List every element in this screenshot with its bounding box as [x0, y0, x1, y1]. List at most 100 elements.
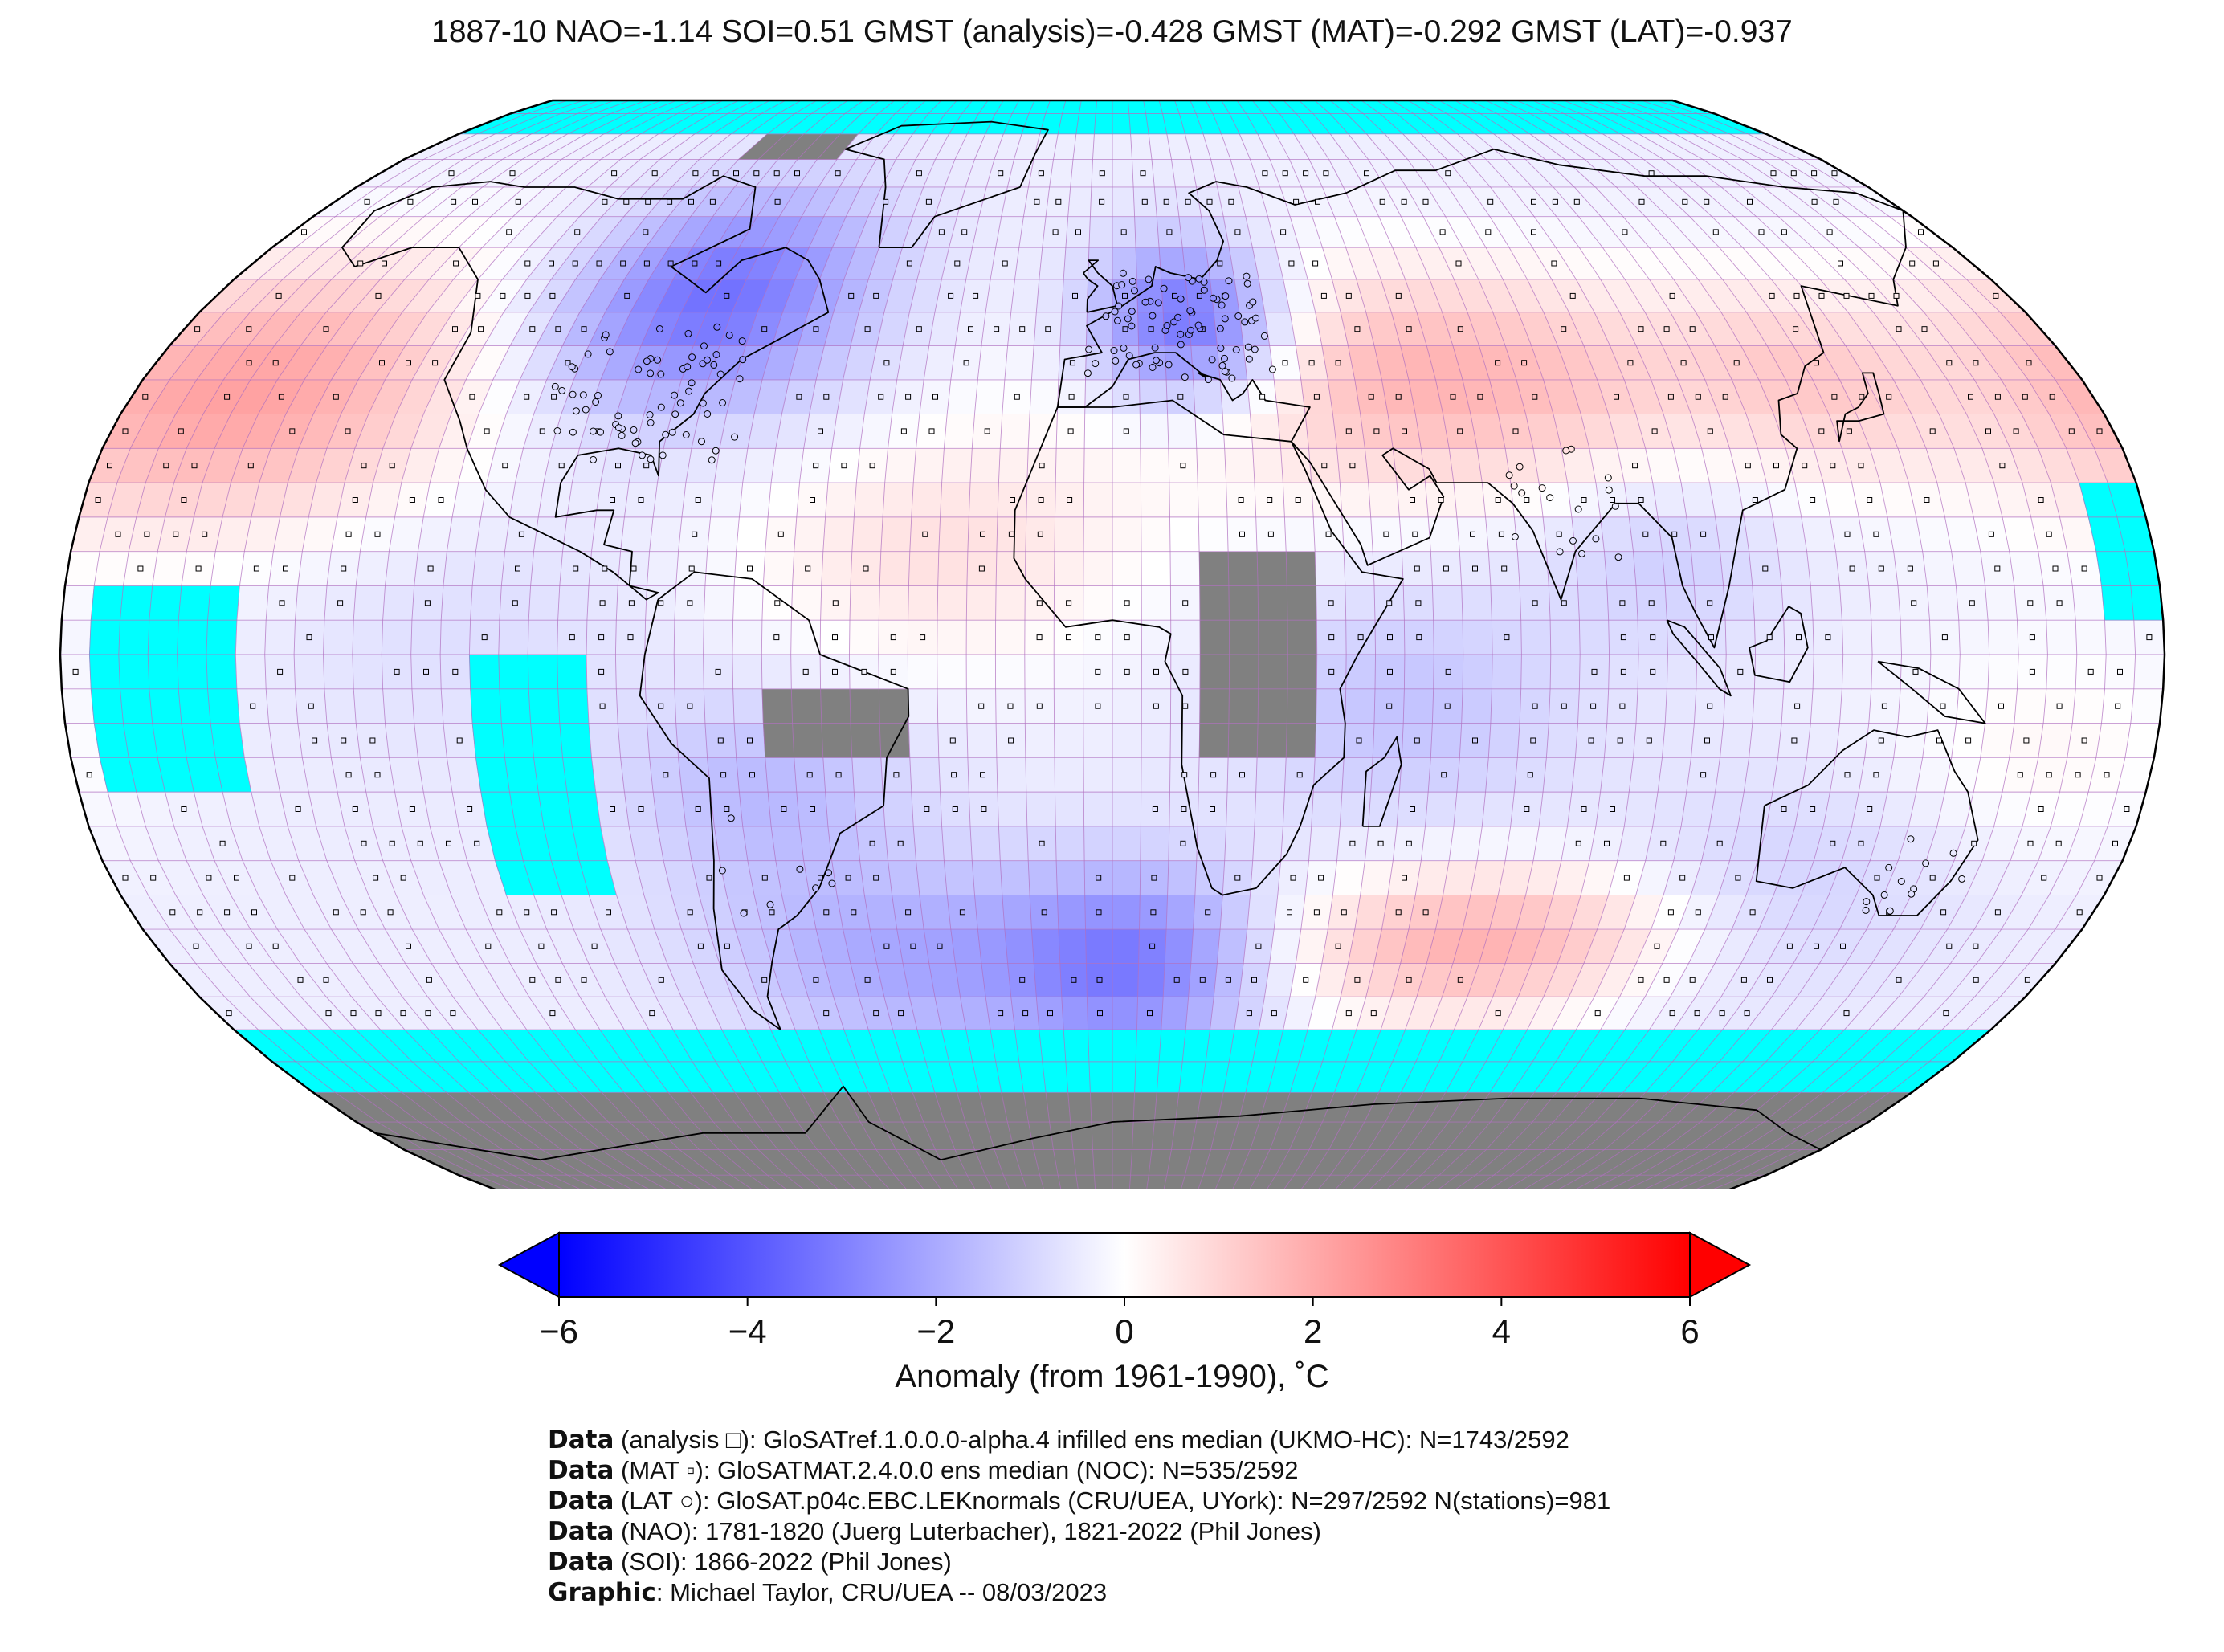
grid-cell: [149, 688, 182, 724]
sst-marker: [224, 909, 231, 916]
station-marker: [635, 365, 643, 373]
sst-marker: [861, 668, 867, 675]
station-marker: [569, 428, 577, 436]
grid-cell: [1229, 654, 1259, 690]
grid-cell: [703, 585, 735, 621]
grid-cell: [385, 551, 418, 586]
sst-marker: [1039, 463, 1045, 469]
sst-marker: [1912, 668, 1919, 675]
grid-cell: [1929, 654, 1961, 690]
grid-cell: [996, 757, 1027, 793]
sst-marker: [1008, 737, 1014, 744]
grid-cell: [849, 688, 880, 724]
grid-cell: [1247, 895, 1279, 930]
sst-marker: [724, 943, 730, 949]
sst-marker: [692, 531, 698, 537]
grid-cell: [1453, 791, 1486, 827]
station-marker: [631, 439, 639, 447]
station-marker: [1128, 308, 1136, 316]
sst-marker: [1762, 565, 1769, 572]
sst-marker: [733, 170, 739, 177]
colorbar-label: Anomaly (from 1961-1990), ˚C: [895, 1359, 1329, 1394]
grid-cell: [181, 723, 216, 758]
grid-cell: [93, 723, 129, 758]
grid-cell: [1092, 133, 1113, 160]
sst-marker: [695, 806, 701, 812]
sst-marker: [246, 360, 252, 366]
grid-cell: [995, 654, 1026, 690]
sst-marker: [539, 428, 545, 434]
sst-marker: [920, 634, 926, 641]
grid-cell: [821, 723, 853, 758]
grid-cell: [1893, 723, 1928, 758]
credit-text: (LAT ○): GloSAT.p04c.EBC.LEKnormals (CRU…: [614, 1487, 1611, 1515]
sst-marker: [178, 428, 184, 434]
grid-cell: [1141, 551, 1171, 586]
sst-marker: [1654, 943, 1660, 949]
sst-marker: [706, 875, 712, 881]
sst-marker: [253, 565, 259, 572]
station-marker: [688, 379, 696, 387]
sst-marker: [845, 875, 851, 881]
grid-cell: [1095, 100, 1113, 114]
sst-marker: [1075, 229, 1081, 235]
sst-marker: [1811, 170, 1818, 177]
sst-marker: [1205, 909, 1211, 916]
sst-marker: [651, 170, 658, 177]
sst-marker: [1646, 737, 1652, 744]
sst-marker: [474, 840, 480, 846]
credit-key: Graphic: [548, 1578, 656, 1607]
sst-marker: [423, 668, 429, 675]
sst-marker: [1973, 360, 1979, 366]
sst-marker: [773, 634, 780, 641]
grid-cell: [207, 585, 240, 621]
sst-marker: [1921, 326, 1928, 332]
sst-marker: [1818, 428, 1825, 434]
grid-cell: [1287, 619, 1318, 655]
sst-marker: [1068, 394, 1075, 400]
grid-cell: [1197, 482, 1228, 518]
sst-marker: [1066, 634, 1071, 641]
sst-marker: [407, 198, 414, 205]
sst-marker: [2024, 977, 2030, 983]
sst-marker: [1318, 875, 1324, 881]
sst-marker: [1929, 875, 1936, 881]
sst-marker: [246, 943, 252, 949]
sst-marker: [122, 875, 129, 881]
grid-cell: [1053, 688, 1084, 724]
sst-marker: [481, 634, 488, 641]
station-marker: [699, 399, 707, 407]
sst-marker: [924, 806, 930, 812]
sst-marker: [551, 909, 557, 916]
grid-cell: [1198, 723, 1230, 758]
grid-cell: [1140, 826, 1170, 861]
grid-cell: [1985, 585, 2018, 621]
grid-cell: [1026, 791, 1056, 827]
sst-marker: [1415, 600, 1422, 606]
station-marker: [1174, 313, 1182, 321]
grid-cell: [1112, 895, 1141, 930]
sst-marker: [1802, 463, 1808, 469]
grid-cell: [1448, 447, 1483, 483]
sst-marker: [1758, 229, 1765, 235]
sst-marker: [1320, 292, 1327, 299]
grid-cell: [1810, 688, 1842, 724]
grid-cell: [965, 619, 996, 655]
station-marker: [700, 342, 708, 350]
sst-marker: [1472, 565, 1478, 572]
grid-cell: [418, 516, 453, 553]
grid-cell: [968, 482, 999, 518]
station-marker: [716, 370, 724, 378]
sst-marker: [1569, 292, 1576, 299]
station-marker: [1204, 376, 1212, 384]
grid-cell: [60, 619, 92, 655]
station-marker: [1510, 482, 1518, 490]
station-marker: [1218, 301, 1226, 309]
grid-cell: [998, 826, 1029, 861]
grid-cell: [1054, 516, 1084, 553]
grid-cell: [1042, 1061, 1069, 1093]
grid-cell: [647, 723, 679, 758]
station-marker: [590, 455, 598, 463]
grid-cell: [1058, 928, 1087, 964]
grid-cell: [704, 551, 737, 586]
